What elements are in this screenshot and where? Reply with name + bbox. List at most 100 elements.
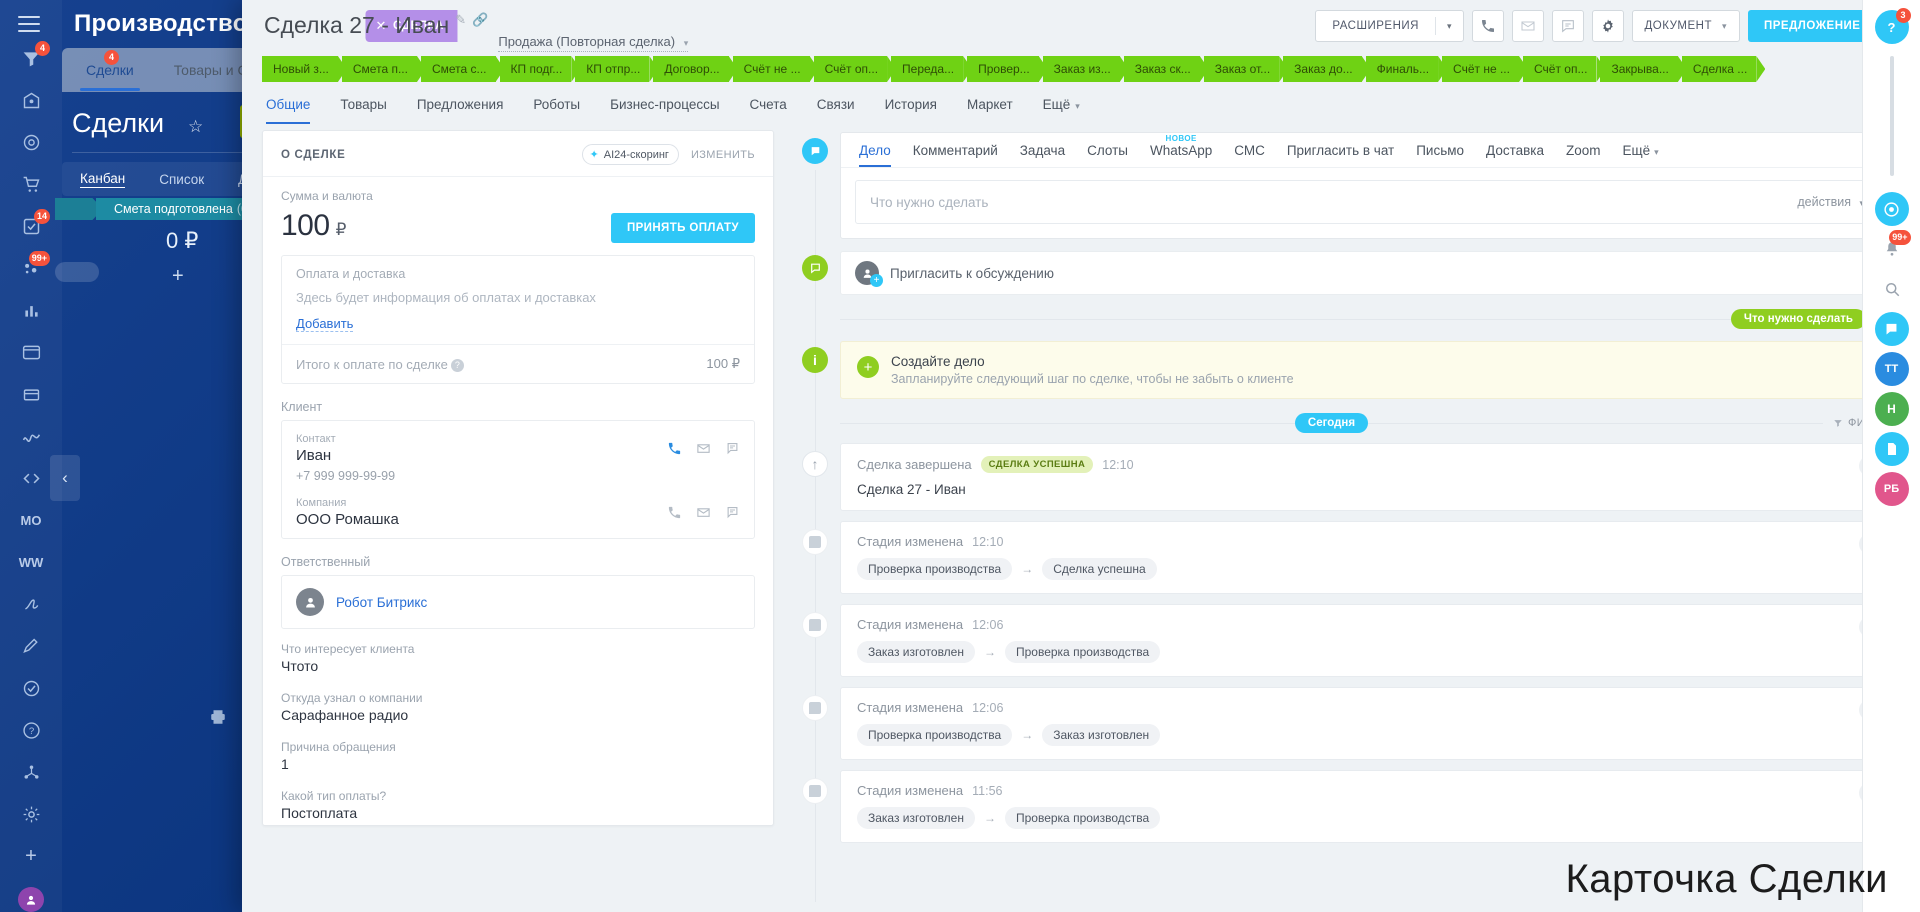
tab-0[interactable]: Общие <box>266 97 311 124</box>
custom-field-value[interactable]: Чтото <box>281 658 319 674</box>
slider-close-tab[interactable]: ✕ СДЕЛКА <box>365 10 457 42</box>
editor-tab-1[interactable]: Комментарий <box>913 143 998 167</box>
stage-chip[interactable]: Новый з... <box>262 56 338 82</box>
responsible-name[interactable]: Робот Битрикс <box>336 594 428 610</box>
avatar-n[interactable]: Н <box>1874 392 1909 426</box>
sidebar-item-company[interactable] <box>9 82 53 120</box>
extensions-button[interactable]: РАСШИРЕНИЯ ▾ <box>1315 10 1464 42</box>
change-link[interactable]: ИЗМЕНИТЬ <box>690 148 755 161</box>
sidebar-item-developer[interactable] <box>9 460 53 498</box>
sidebar-item-crm[interactable]: 99+ <box>9 250 53 288</box>
stage-chip[interactable]: Счёт оп... <box>813 56 888 82</box>
tab-4[interactable]: Бизнес-процессы <box>610 97 719 124</box>
help-button[interactable]: ? 3 <box>1874 8 1911 44</box>
help-icon[interactable]: ? <box>450 358 464 372</box>
stage-chip[interactable]: Договор... <box>653 56 729 82</box>
sidebar-item-filter[interactable]: 4 <box>9 40 53 78</box>
stage-chip[interactable]: Сделка ... <box>1681 56 1757 82</box>
sidebar-item-help[interactable]: ? <box>9 712 53 750</box>
call-icon-button[interactable] <box>1471 10 1504 42</box>
tab-8[interactable]: Маркет <box>967 97 1013 124</box>
stage-chip[interactable]: Заказ от... <box>1203 56 1280 82</box>
kanban-add-deal-icon[interactable]: + <box>172 265 184 287</box>
notifications-button[interactable]: 99+ <box>1875 230 1911 266</box>
view-tab-list[interactable]: Список <box>159 171 205 187</box>
stage-chip[interactable]: КП отпр... <box>575 56 650 82</box>
tab-2[interactable]: Предложения <box>417 97 504 124</box>
chat-icon[interactable] <box>725 441 740 459</box>
stage-chip[interactable]: Заказ ск... <box>1123 56 1200 82</box>
tab-1[interactable]: Товары <box>340 97 386 124</box>
search-button[interactable] <box>1875 272 1909 306</box>
sidebar-item-add[interactable]: + <box>25 844 37 867</box>
avatar-rb[interactable]: РБ <box>1874 472 1909 506</box>
company-row[interactable]: Компания ООО Ромашка <box>282 493 754 538</box>
stage-chip[interactable]: Закрыва... <box>1600 56 1678 82</box>
sidebar-item-settings[interactable] <box>9 795 53 833</box>
editor-tab-4[interactable]: НОВОЕ WhatsApp <box>1150 134 1212 167</box>
documents-button[interactable] <box>1874 432 1909 466</box>
editor-tab-5[interactable]: СМС <box>1234 143 1265 167</box>
view-tab-kanban[interactable]: Канбан <box>80 170 126 188</box>
timeline-event-card[interactable]: Стадия изменена 12:06 Проверка производств… <box>840 687 1894 760</box>
printer-icon[interactable] <box>208 708 228 731</box>
editor-tab-2[interactable]: Задача <box>1020 143 1065 167</box>
company-name[interactable]: ООО Ромашка <box>296 511 399 528</box>
chevron-down-icon[interactable]: ▾ <box>1446 20 1452 31</box>
editor-tab-10[interactable]: Ещё ▾ <box>1623 143 1659 167</box>
invite-to-discussion[interactable]: + Пригласить к обсуждению <box>840 251 1894 295</box>
sidebar-item-crm-marketing[interactable] <box>9 124 53 162</box>
editor-tab-3[interactable]: Слоты <box>1087 143 1128 167</box>
stage-chip[interactable]: Провер... <box>967 56 1039 82</box>
stage-chip[interactable]: Счёт не ... <box>732 56 810 82</box>
activity-input[interactable]: Что нужно сделать действия ▾ <box>855 180 1879 224</box>
add-payment-link[interactable]: Добавить <box>296 316 354 332</box>
sidebar-user-avatar[interactable] <box>18 887 44 912</box>
sidebar-item-ww[interactable]: WW <box>18 555 44 571</box>
stage-chip[interactable]: Переда... <box>891 56 964 82</box>
background-tab-deals[interactable]: Сделки 4 <box>80 50 140 91</box>
stage-chip[interactable]: Заказ до... <box>1283 56 1362 82</box>
document-button[interactable]: ДОКУМЕНТ ▾ <box>1631 10 1740 42</box>
chat-icon[interactable] <box>725 505 740 523</box>
page-scrollbar[interactable] <box>1889 56 1894 176</box>
background-tab-products[interactable]: Товары и С <box>174 62 248 78</box>
sidebar-item-shop[interactable] <box>9 166 53 204</box>
sidebar-item-sites[interactable] <box>9 334 53 372</box>
stage-chip[interactable]: Счёт не ... <box>1442 56 1519 82</box>
accept-payment-button[interactable]: ПРИНЯТЬ ОПЛАТУ <box>610 213 755 243</box>
call-icon[interactable] <box>667 441 682 459</box>
sidebar-item-signature[interactable] <box>9 586 53 624</box>
timeline-event-card[interactable]: Стадия изменена 12:10 Проверка производств… <box>840 521 1894 594</box>
tab-5[interactable]: Счета <box>750 97 787 124</box>
email-icon[interactable] <box>696 505 711 523</box>
sidebar-item-automation[interactable] <box>9 753 53 791</box>
pencil-icon[interactable]: ✎ <box>455 12 467 27</box>
menu-toggle-icon[interactable] <box>18 16 40 32</box>
tab-6[interactable]: Связи <box>817 97 855 124</box>
timeline-event-card[interactable]: Сделка завершена СДЕЛКА УСПЕШНА 12:10 Сделк… <box>840 443 1894 511</box>
sidebar-item-analytics[interactable] <box>9 292 53 330</box>
activity-actions-dropdown[interactable]: действия ▾ <box>1797 195 1864 209</box>
sidebar-item-check[interactable] <box>9 670 53 708</box>
stage-chip[interactable]: Смета п... <box>341 56 417 82</box>
contact-row[interactable]: Контакт Иван +7 999 999-99-99 <box>282 421 754 493</box>
tab-7[interactable]: История <box>885 97 937 124</box>
ai-scoring-chip[interactable]: ✦ AI24-скоринг <box>581 144 679 165</box>
custom-field-value[interactable]: Сарафанное радио <box>281 707 409 723</box>
custom-field-value[interactable]: 1 <box>281 756 289 772</box>
contact-name[interactable]: Иван <box>296 447 332 464</box>
responsible-card[interactable]: Робот Битрикс <box>281 575 755 629</box>
editor-tab-8[interactable]: Доставка <box>1486 143 1544 167</box>
timeline-scroll[interactable]: Дело Комментарий Задача Слоты НОВОЕ WhatsApp С… <box>790 130 1900 906</box>
support-button[interactable] <box>1874 192 1909 226</box>
stage-chip[interactable]: Счёт оп... <box>1522 56 1597 82</box>
contact-phone[interactable]: +7 999 999-99-99 <box>296 469 396 483</box>
plus-icon[interactable]: + <box>857 356 879 378</box>
timeline-event-card[interactable]: Стадия изменена 11:56 Заказ изготовлен → Про… <box>840 770 1894 843</box>
editor-tab-7[interactable]: Письмо <box>1416 143 1464 167</box>
call-icon[interactable] <box>667 505 682 523</box>
stage-chip[interactable]: Заказ из... <box>1042 56 1120 82</box>
sidebar-item-signals[interactable] <box>9 418 53 456</box>
sidebar-item-inventory[interactable] <box>9 376 53 414</box>
